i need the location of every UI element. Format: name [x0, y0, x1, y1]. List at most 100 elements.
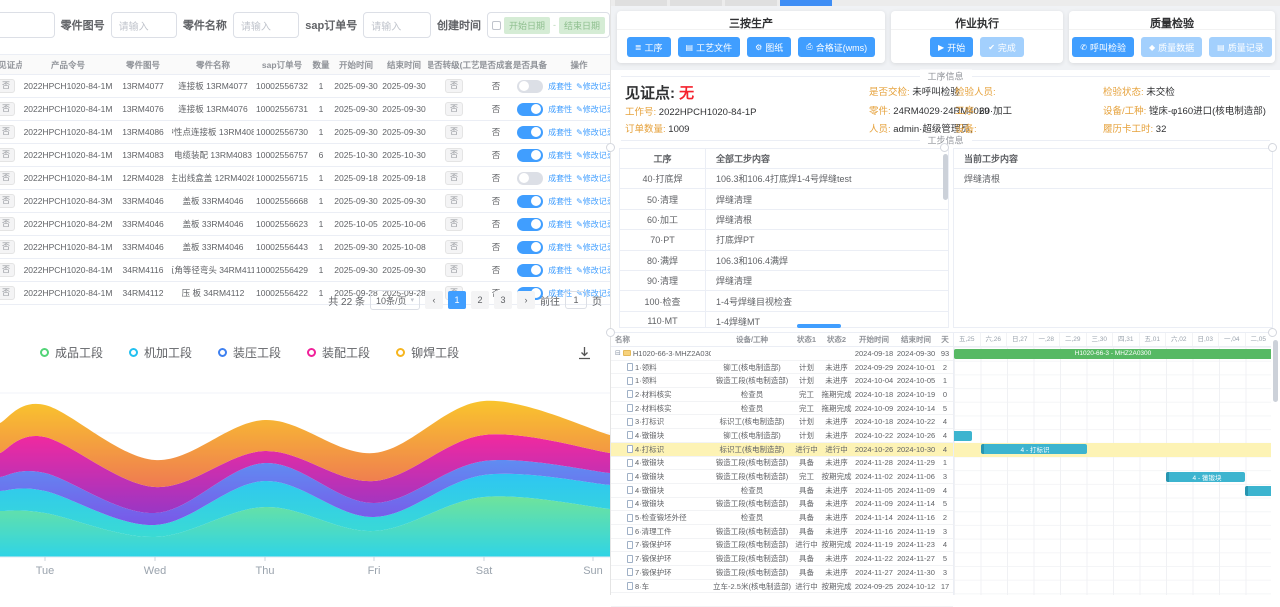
witness-chip[interactable]: 否 [0, 263, 15, 277]
transfer-chip[interactable]: 否 [445, 148, 463, 162]
page-size-select[interactable]: 10条/页 ▾ [369, 290, 420, 310]
gantt-task-row[interactable]: 3·打标识 标识工(核电制造部) 计划 未进序 2024-10-18 2024-10-22… [611, 415, 953, 430]
consistency-link[interactable]: ⌂成套性 [548, 242, 573, 252]
witness-chip[interactable]: 否 [0, 79, 15, 93]
history-link[interactable]: ✎修改记录 [576, 242, 610, 252]
legend-item[interactable]: 成品工段 [40, 344, 103, 361]
tab-active[interactable] [780, 0, 832, 6]
gantt-bar[interactable] [1245, 485, 1271, 496]
page-button-2[interactable]: 2 [471, 291, 489, 309]
op-step-row[interactable]: 70·PT 打底焊PT [620, 230, 948, 251]
witness-chip[interactable]: 否 [0, 148, 15, 162]
consistency-link[interactable]: ⌂成套性 [548, 81, 573, 91]
split-handle-gantt-left[interactable] [606, 328, 615, 337]
transfer-chip[interactable]: 否 [445, 79, 463, 93]
gantt-task-row[interactable]: 6·清理工件 锻造工段(核电制造部) 具备 未进序 2024-11-16 2024-11-… [611, 524, 953, 539]
transfer-chip[interactable]: 否 [445, 217, 463, 231]
part-no-input[interactable]: 请输入 [110, 12, 177, 38]
table-row[interactable]: 否 2022HPCH1020-84-1M 13RM4083 电缆装配 13RM4083… [0, 144, 610, 167]
history-link[interactable]: ✎修改记录 [576, 104, 610, 114]
button-呼叫检验[interactable]: ✆ 呼叫检验 [1072, 37, 1134, 57]
gantt-task-row[interactable]: 4·镦锻块 锻造工段(核电制造部) 具备 未进序 2024-11-28 2024-11-2… [611, 456, 953, 471]
goto-page-input[interactable]: 1 [565, 291, 587, 309]
part-name-input[interactable]: 请输入 [232, 12, 300, 38]
tab-1[interactable] [615, 0, 667, 6]
op-steps-hscrollbar[interactable] [797, 324, 841, 328]
transfer-chip[interactable]: 否 [445, 102, 463, 116]
ready-toggle[interactable] [517, 263, 543, 277]
date-start-chip[interactable]: 开始日期 [503, 16, 550, 34]
page-button-1[interactable]: 1 [448, 291, 466, 309]
button-图纸[interactable]: ⚙ 图纸 [747, 37, 792, 57]
history-link[interactable]: ✎修改记录 [576, 196, 610, 206]
table-row[interactable]: 否 2022HPCH1020-84-2M 33RM4046 盖板 33RM4046 10… [0, 213, 610, 236]
date-checkbox[interactable] [491, 20, 501, 30]
history-link[interactable]: ✎修改记录 [576, 150, 610, 160]
gantt-task-row[interactable]: 2·材料核实 检查员 完工 拖期完成 2024-10-09 2024-10-14 5 [611, 401, 953, 416]
consistency-link[interactable]: ⌂成套性 [548, 219, 573, 229]
table-row[interactable]: 否 2022HPCH1020-84-1M 33RM4046 盖板 33RM4046 10… [0, 236, 610, 259]
sap-order-input[interactable]: 请输入 [363, 12, 431, 38]
consistency-link[interactable]: ⌂成套性 [548, 288, 573, 298]
history-link[interactable]: ✎修改记录 [576, 173, 610, 183]
table-row[interactable]: 否 2022HPCH1020-84-1M 12RM4028 主出线盒盖 12RM402… [0, 167, 610, 190]
gantt-vscrollbar[interactable] [1273, 340, 1278, 402]
transfer-chip[interactable]: 否 [445, 125, 463, 139]
button-工序[interactable]: ≣ 工序 [626, 37, 671, 57]
op-step-row[interactable]: 110·MT 1-4焊缝MT [620, 311, 948, 327]
button-完成[interactable]: ✔ 完成 [980, 37, 1024, 57]
witness-chip[interactable]: 否 [0, 171, 15, 185]
gantt-task-row[interactable]: 4·镦锻块 检查员 具备 未进序 2024-11-05 2024-11-09 4 [611, 483, 953, 498]
gantt-task-row[interactable]: 8·车 立车-2.5米(核电制造部) 进行中 按期完成 2024-09-25 2024-1… [611, 579, 953, 594]
ready-toggle[interactable] [517, 240, 543, 254]
op-step-row[interactable]: 80·满焊 106.3和106.4满焊 [620, 250, 948, 271]
gantt-task-row[interactable]: 7·锻保护环 锻造工段(核电制造部) 具备 未进序 2024-11-22 2024-11-… [611, 552, 953, 566]
date-end-chip[interactable]: 结束日期 [558, 16, 605, 34]
op-step-row[interactable]: 40·打底焊 106.3和106.4打底焊1-4号焊缝test [620, 169, 948, 190]
created-date-range[interactable]: 开始日期 - 结束日期 [486, 12, 610, 38]
table-row[interactable]: 否 2022HPCH1020-84-1M 13RM4077 连接板 13RM4077 1… [0, 75, 610, 98]
split-handle-mid[interactable] [940, 143, 949, 152]
tab-2[interactable] [670, 0, 722, 6]
ready-toggle[interactable] [517, 148, 543, 162]
split-handle-left[interactable] [606, 143, 615, 152]
table-row[interactable]: 否 2022HPCH1020-84-1M 13RM4076 连接板 13RM4076 1… [0, 98, 610, 121]
ready-toggle[interactable] [517, 102, 543, 116]
gantt-task-row[interactable]: 1·领料 锻造工段(核电制造部) 计划 未进序 2024-10-04 2024-10-05… [611, 374, 953, 389]
gantt-bar[interactable]: 4 - 打标识 [980, 444, 1087, 455]
tab-3[interactable] [725, 0, 777, 6]
consistency-link[interactable]: ⌂成套性 [548, 265, 573, 275]
download-icon[interactable] [577, 346, 592, 361]
witness-chip[interactable]: 否 [0, 194, 15, 208]
gantt-task-row[interactable]: 1·领料 铆工(核电制造部) 计划 未进序 2024-09-29 2024-10-01 2 [611, 360, 953, 375]
witness-chip[interactable]: 否 [0, 217, 15, 231]
gantt-bar[interactable]: 4 - 镦锻块 [1166, 471, 1245, 482]
consistency-link[interactable]: ⌂成套性 [548, 127, 573, 137]
current-step-row[interactable]: 焊缝清根 [954, 169, 1272, 190]
history-link[interactable]: ✎修改记录 [576, 219, 610, 229]
button-质量数据[interactable]: ◆ 质量数据 [1140, 37, 1203, 57]
ready-toggle[interactable] [517, 217, 543, 231]
ready-toggle[interactable] [517, 194, 543, 208]
gantt-task-row[interactable]: 7·锻保护环 锻造工段(核电制造部) 具备 未进序 2024-11-27 2024-11-… [611, 566, 953, 580]
table-row[interactable]: 否 2022HPCH1020-84-3M 33RM4046 盖板 33RM4046 10… [0, 190, 610, 213]
gantt-task-row[interactable]: 4·镦锻块 锻造工段(核电制造部) 具备 未进序 2024-11-09 2024-11-1… [611, 497, 953, 512]
consistency-link[interactable]: ⌂成套性 [548, 104, 573, 114]
button-开始[interactable]: ▶ 开始 [930, 37, 974, 57]
op-step-row[interactable]: 100·检查 1-4号焊缝目视检查 [620, 291, 948, 312]
ready-toggle[interactable] [517, 79, 543, 93]
legend-item[interactable]: 铆焊工段 [396, 344, 459, 361]
transfer-chip[interactable]: 否 [445, 240, 463, 254]
op-step-row[interactable]: 60·加工 焊缝清根 [620, 209, 948, 231]
gantt-task-row[interactable]: 4·镦锻块 锻造工段(核电制造部) 完工 按期完成 2024-11-02 2024-11-… [611, 470, 953, 484]
consistency-link[interactable]: ⌂成套性 [548, 173, 573, 183]
history-link[interactable]: ✎修改记录 [576, 81, 610, 91]
transfer-chip[interactable]: 否 [445, 263, 463, 277]
cut-filter-input[interactable] [0, 12, 55, 38]
ready-toggle[interactable] [517, 125, 543, 139]
witness-chip[interactable]: 否 [0, 125, 15, 139]
op-steps-vscrollbar[interactable] [943, 154, 948, 200]
page-button-3[interactable]: 3 [494, 291, 512, 309]
legend-item[interactable]: 装压工段 [218, 344, 281, 361]
button-合格证(wms)[interactable]: ⎙ 合格证(wms) [798, 37, 876, 57]
